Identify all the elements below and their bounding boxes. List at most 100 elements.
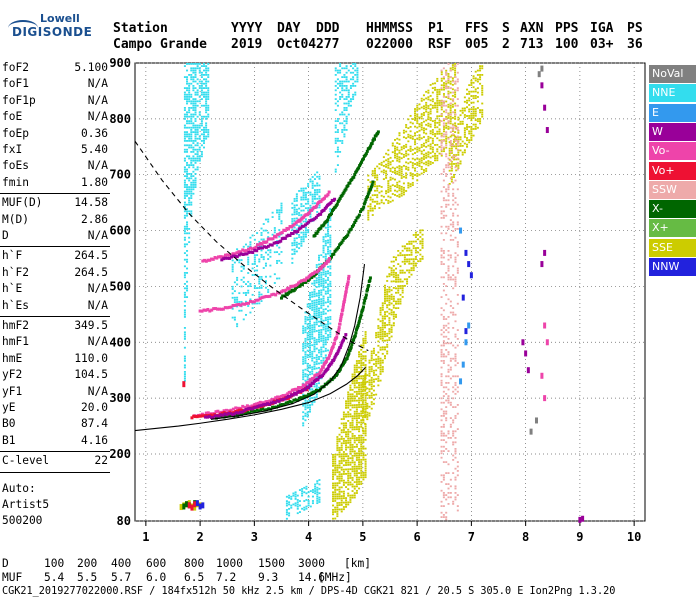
echo-point	[336, 438, 339, 441]
echo-point	[318, 283, 321, 286]
echo-point	[313, 343, 316, 346]
trace-point	[288, 394, 292, 398]
echo-point	[322, 249, 325, 252]
echo-point	[306, 316, 309, 319]
echo-point	[422, 114, 425, 116]
echo-point	[449, 404, 452, 406]
echo-point	[442, 439, 445, 441]
echo-point	[194, 129, 197, 131]
echo-point	[324, 350, 327, 352]
echo-point	[372, 372, 375, 374]
param-name: fxI	[2, 143, 23, 156]
footer-d-label: D	[2, 557, 9, 570]
echo-point	[440, 210, 443, 213]
echo-point	[188, 122, 191, 125]
echo-point	[355, 419, 358, 422]
echo-point	[356, 67, 359, 70]
echo-point	[200, 122, 203, 125]
echo-point	[440, 296, 443, 298]
echo-point	[406, 269, 409, 272]
echo-point	[468, 126, 471, 128]
echo-point	[207, 113, 210, 116]
echo-point	[339, 113, 342, 116]
echo-point	[447, 258, 450, 261]
echo-point	[308, 406, 311, 409]
echo-point	[431, 131, 434, 134]
echo-point	[322, 284, 325, 287]
trace-point	[206, 307, 210, 311]
echo-point	[445, 74, 448, 76]
echo-point	[190, 126, 193, 129]
echo-point	[402, 145, 405, 147]
echo-point	[308, 296, 311, 299]
echo-point	[324, 341, 327, 344]
trace-point	[322, 372, 326, 376]
echo-point	[440, 452, 443, 455]
echo-point	[368, 368, 371, 371]
echo-point	[300, 222, 303, 225]
echo-point	[442, 126, 445, 128]
echo-point	[381, 324, 384, 327]
trace-point	[209, 413, 213, 417]
echo-point	[304, 419, 307, 422]
trace-point	[329, 255, 333, 259]
echo-point	[207, 98, 210, 100]
echo-point	[313, 339, 316, 342]
echo-point	[387, 180, 390, 182]
echo-point	[188, 155, 191, 158]
echo-point	[320, 285, 323, 287]
echo-point	[190, 129, 193, 131]
echo-point	[327, 283, 330, 286]
echo-point	[188, 107, 191, 109]
echo-point	[295, 199, 298, 202]
trace-point	[272, 397, 276, 401]
echo-point	[264, 275, 267, 278]
echo-point	[375, 369, 378, 372]
echo-point	[304, 220, 307, 223]
echo-point	[448, 182, 451, 185]
echo-point	[313, 328, 316, 331]
echo-point	[470, 101, 473, 104]
echo-point	[461, 140, 464, 143]
echo-point	[322, 286, 325, 289]
echo-point	[420, 100, 423, 102]
legend-item: NNW	[649, 258, 696, 276]
echo-point	[198, 148, 201, 151]
echo-point	[447, 368, 450, 371]
echo-point	[452, 155, 455, 158]
echo-point	[447, 432, 450, 435]
echo-point	[391, 171, 394, 173]
trace-point	[256, 401, 260, 405]
echo-point	[332, 462, 335, 465]
footer-muf-value: 14.6	[298, 571, 325, 584]
echo-point	[388, 336, 391, 339]
echo-point	[416, 109, 419, 111]
echo-point	[186, 140, 189, 142]
echo-point	[285, 502, 288, 505]
echo-point	[334, 462, 337, 465]
echo-point	[334, 170, 337, 173]
echo-point	[360, 452, 363, 455]
echo-point	[307, 229, 310, 231]
echo-point	[394, 185, 397, 188]
echo-point	[449, 492, 452, 494]
echo-point	[449, 109, 452, 112]
echo-point	[186, 69, 189, 72]
echo-point	[347, 446, 350, 449]
echo-point	[342, 508, 345, 511]
echo-point	[420, 159, 423, 162]
echo-point	[440, 430, 443, 433]
trace-point	[264, 400, 268, 404]
echo-point	[371, 172, 374, 175]
echo-point	[440, 173, 443, 175]
echo-point	[320, 355, 323, 358]
echo-point	[445, 419, 448, 422]
echo-point	[280, 251, 283, 253]
echo-point	[358, 483, 361, 486]
echo-point	[334, 168, 337, 171]
echo-point	[345, 455, 348, 458]
echo-point	[398, 169, 401, 172]
echo-point	[203, 131, 206, 133]
echo-point	[324, 290, 327, 293]
trace-point	[347, 274, 351, 278]
